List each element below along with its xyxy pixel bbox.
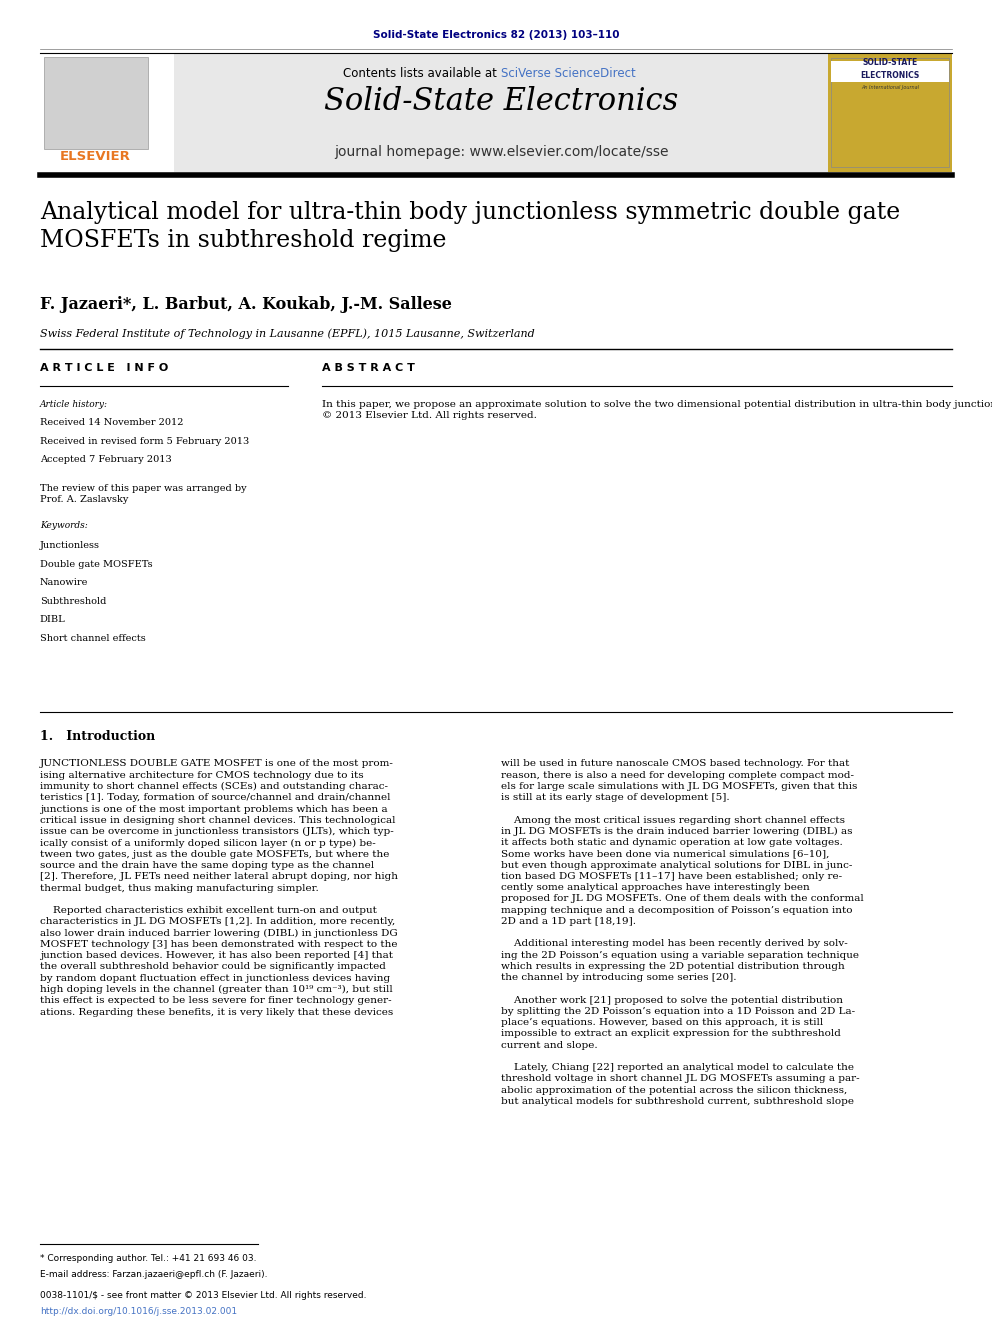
Text: 0038-1101/$ - see front matter © 2013 Elsevier Ltd. All rights reserved.: 0038-1101/$ - see front matter © 2013 El… xyxy=(40,1291,366,1301)
Text: In this paper, we propose an approximate solution to solve the two dimensional p: In this paper, we propose an approximate… xyxy=(322,400,992,421)
Text: http://dx.doi.org/10.1016/j.sse.2013.02.001: http://dx.doi.org/10.1016/j.sse.2013.02.… xyxy=(40,1307,237,1316)
Text: A B S T R A C T: A B S T R A C T xyxy=(322,363,416,373)
Text: Analytical model for ultra-thin body junctionless symmetric double gate
MOSFETs : Analytical model for ultra-thin body jun… xyxy=(40,201,900,251)
Text: Article history:: Article history: xyxy=(40,400,108,409)
Text: SciVerse ScienceDirect: SciVerse ScienceDirect xyxy=(501,67,636,81)
Text: Junctionless: Junctionless xyxy=(40,541,99,550)
Text: Accepted 7 February 2013: Accepted 7 February 2013 xyxy=(40,455,172,464)
FancyBboxPatch shape xyxy=(44,57,148,149)
Text: * Corresponding author. Tel.: +41 21 693 46 03.: * Corresponding author. Tel.: +41 21 693… xyxy=(40,1254,256,1263)
Text: Received 14 November 2012: Received 14 November 2012 xyxy=(40,418,184,427)
Text: The review of this paper was arranged by
Prof. A. Zaslavsky: The review of this paper was arranged by… xyxy=(40,484,246,504)
Text: ELECTRONICS: ELECTRONICS xyxy=(861,71,920,81)
FancyBboxPatch shape xyxy=(831,61,949,82)
FancyBboxPatch shape xyxy=(831,58,949,167)
Text: ELSEVIER: ELSEVIER xyxy=(60,149,131,163)
Text: Keywords:: Keywords: xyxy=(40,521,87,531)
Text: An International Journal: An International Journal xyxy=(861,85,920,90)
Text: Received in revised form 5 February 2013: Received in revised form 5 February 2013 xyxy=(40,437,249,446)
Text: Swiss Federal Institute of Technology in Lausanne (EPFL), 1015 Lausanne, Switzer: Swiss Federal Institute of Technology in… xyxy=(40,328,535,339)
Text: Solid-State Electronics 82 (2013) 103–110: Solid-State Electronics 82 (2013) 103–11… xyxy=(373,30,619,41)
Text: E-mail address: Farzan.jazaeri@epfl.ch (F. Jazaeri).: E-mail address: Farzan.jazaeri@epfl.ch (… xyxy=(40,1270,267,1279)
Text: JUNCTIONLESS DOUBLE GATE MOSFET is one of the most prom-
ising alternative archi: JUNCTIONLESS DOUBLE GATE MOSFET is one o… xyxy=(40,759,398,1016)
Text: DIBL: DIBL xyxy=(40,615,65,624)
FancyBboxPatch shape xyxy=(828,53,952,172)
FancyBboxPatch shape xyxy=(40,53,174,172)
Text: SOLID-STATE: SOLID-STATE xyxy=(863,58,918,67)
Text: Solid-State Electronics: Solid-State Electronics xyxy=(323,86,679,118)
Text: 1.   Introduction: 1. Introduction xyxy=(40,730,155,744)
Text: will be used in future nanoscale CMOS based technology. For that
reason, there i: will be used in future nanoscale CMOS ba… xyxy=(501,759,864,1106)
FancyBboxPatch shape xyxy=(174,53,828,172)
Text: Contents lists available at: Contents lists available at xyxy=(343,67,501,81)
Text: journal homepage: www.elsevier.com/locate/sse: journal homepage: www.elsevier.com/locat… xyxy=(333,144,669,159)
Text: Double gate MOSFETs: Double gate MOSFETs xyxy=(40,560,153,569)
Text: Nanowire: Nanowire xyxy=(40,578,88,587)
Text: F. Jazaeri*, L. Barbut, A. Koukab, J.-M. Sallese: F. Jazaeri*, L. Barbut, A. Koukab, J.-M.… xyxy=(40,296,451,314)
Text: Subthreshold: Subthreshold xyxy=(40,597,106,606)
Text: A R T I C L E   I N F O: A R T I C L E I N F O xyxy=(40,363,168,373)
Text: Short channel effects: Short channel effects xyxy=(40,634,146,643)
